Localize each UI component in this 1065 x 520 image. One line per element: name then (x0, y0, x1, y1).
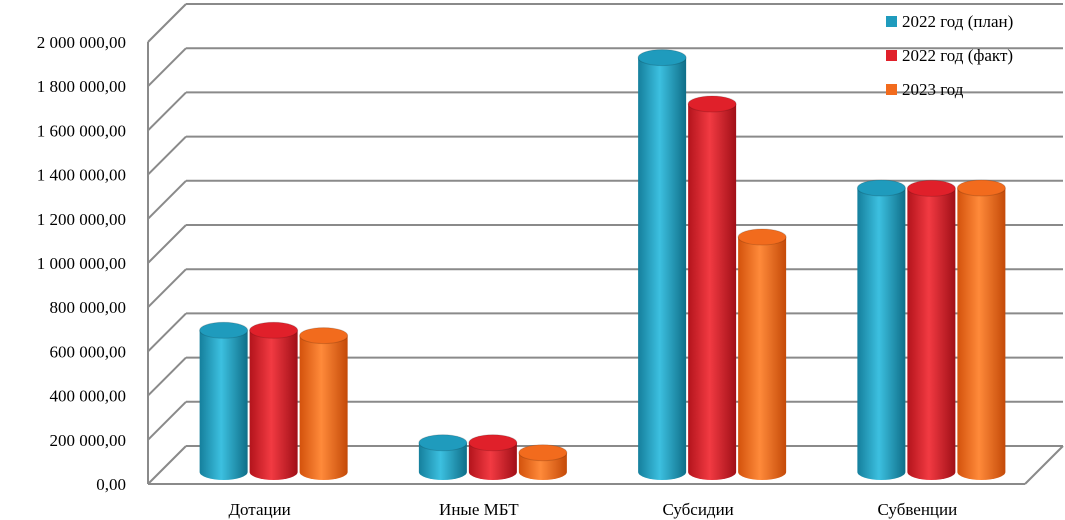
legend-label: 2023 год (902, 80, 964, 99)
gridline-diag (147, 91, 187, 132)
y-tick-label: 1 800 000,00 (37, 77, 126, 96)
y-tick-label: 200 000,00 (50, 431, 127, 450)
legend-swatch (886, 16, 897, 27)
legend-swatch (886, 50, 897, 61)
bar-body (957, 187, 1006, 480)
gridline-diag (147, 224, 187, 264)
bar-body (738, 237, 787, 480)
legend-swatch (886, 84, 897, 95)
y-tick-label: 600 000,00 (50, 342, 127, 361)
y-tick-label: 0,00 (96, 475, 126, 494)
bar (737, 228, 787, 480)
gridline-diag (147, 356, 187, 397)
bar-cap (299, 327, 349, 345)
bar (418, 434, 468, 480)
y-tick-label: 1 600 000,00 (37, 121, 126, 140)
bar (249, 321, 299, 480)
bar-body (299, 335, 348, 480)
gridline-diag (147, 268, 187, 308)
gridline-diag (147, 445, 187, 485)
x-tick-label: Субвенции (878, 500, 958, 519)
bar (687, 95, 737, 480)
floor-right-edge (1024, 445, 1064, 485)
bar-cap (418, 434, 468, 452)
gridline-diag (147, 47, 187, 87)
x-tick-label: Иные МБТ (439, 500, 519, 519)
bar-body (688, 103, 737, 480)
bar (468, 434, 518, 480)
bar-cap (518, 444, 568, 462)
bar-cap (637, 49, 687, 67)
y-tick-label: 400 000,00 (50, 387, 127, 406)
bar-cap (956, 179, 1006, 197)
x-tick-label: Субсидии (662, 500, 733, 519)
bar-cap (737, 228, 787, 246)
y-tick-label: 800 000,00 (50, 298, 127, 317)
x-tick-label: Дотации (228, 500, 290, 519)
y-tick-label: 1 400 000,00 (37, 166, 126, 185)
bar (856, 179, 906, 480)
gridline-diag (147, 135, 187, 176)
bar-cap (906, 179, 956, 197)
bar-body (468, 442, 517, 480)
bar-cap (468, 434, 518, 452)
gridline-diag (147, 401, 187, 441)
bar (199, 321, 249, 480)
legend-label: 2022 год (план) (902, 12, 1013, 31)
gridline-diag (147, 180, 187, 220)
bar (637, 49, 687, 480)
y-tick-label: 1 200 000,00 (37, 210, 126, 229)
bar-body (249, 330, 298, 480)
legend: 2022 год (план) 2022 год (факт) 2023 год (886, 12, 1013, 99)
bar-cap (249, 321, 299, 339)
bar-body (199, 330, 248, 480)
y-tick-label: 2 000 000,00 (37, 33, 126, 52)
bar-cap (856, 179, 906, 197)
bar (518, 444, 568, 480)
bar-cap (199, 321, 249, 339)
bars (199, 49, 1006, 481)
bar (956, 179, 1006, 480)
y-tick-label: 1 000 000,00 (37, 254, 126, 273)
bar-body (907, 188, 956, 481)
gridline-diag (147, 312, 187, 353)
gridline-diag (147, 3, 187, 43)
bar-cap (687, 95, 737, 113)
bar-body (418, 442, 467, 480)
bar (299, 327, 349, 480)
bar-body (638, 57, 687, 480)
bar (906, 179, 956, 481)
axis-labels: 0,00 200 000,00 400 000,00 600 000,00 800 00… (37, 33, 957, 519)
bar-body (857, 187, 906, 480)
legend-label: 2022 год (факт) (902, 46, 1013, 65)
